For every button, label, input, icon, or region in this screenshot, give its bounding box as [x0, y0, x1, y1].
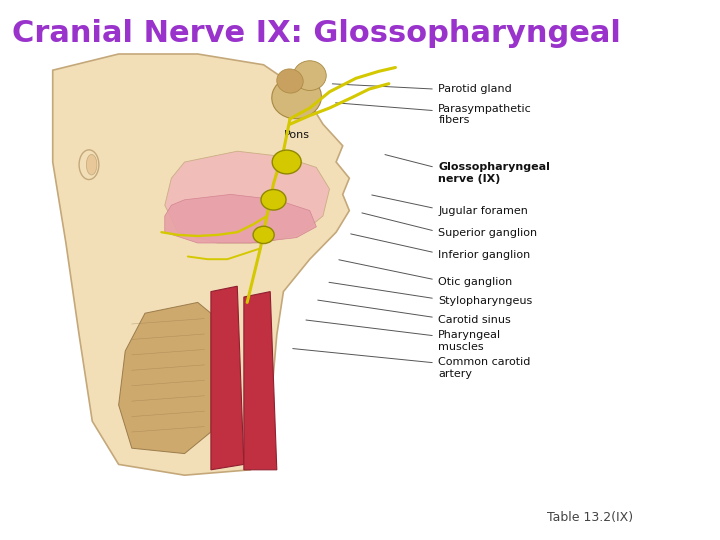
Circle shape [253, 226, 274, 244]
Ellipse shape [86, 154, 97, 175]
Polygon shape [244, 292, 276, 470]
Circle shape [272, 150, 301, 174]
Text: Parasympathetic
fibers: Parasympathetic fibers [438, 104, 532, 125]
Text: Inferior ganglion: Inferior ganglion [438, 250, 531, 260]
Ellipse shape [79, 150, 99, 180]
Ellipse shape [293, 60, 326, 91]
Text: Common carotid
artery: Common carotid artery [438, 357, 531, 379]
Polygon shape [165, 151, 330, 243]
Ellipse shape [276, 69, 303, 93]
Text: Stylopharyngeus: Stylopharyngeus [438, 296, 533, 306]
Text: Cranial Nerve IX: Glossopharyngeal: Cranial Nerve IX: Glossopharyngeal [12, 19, 621, 48]
Text: Table 13.2(IX): Table 13.2(IX) [546, 511, 633, 524]
Polygon shape [211, 286, 244, 470]
Polygon shape [53, 54, 349, 475]
Text: Glossopharyngeal
nerve (IX): Glossopharyngeal nerve (IX) [438, 162, 550, 184]
Circle shape [261, 190, 286, 210]
Text: Jugular foramen: Jugular foramen [438, 206, 528, 215]
Text: Pharyngeal
muscles: Pharyngeal muscles [438, 330, 501, 352]
Text: Pons: Pons [284, 130, 310, 140]
Ellipse shape [271, 76, 321, 119]
Text: Otic ganglion: Otic ganglion [438, 277, 513, 287]
Text: Carotid sinus: Carotid sinus [438, 315, 511, 325]
Polygon shape [119, 302, 211, 454]
Polygon shape [165, 194, 316, 243]
Text: Superior ganglion: Superior ganglion [438, 228, 537, 238]
Text: Parotid gland: Parotid gland [438, 84, 512, 94]
